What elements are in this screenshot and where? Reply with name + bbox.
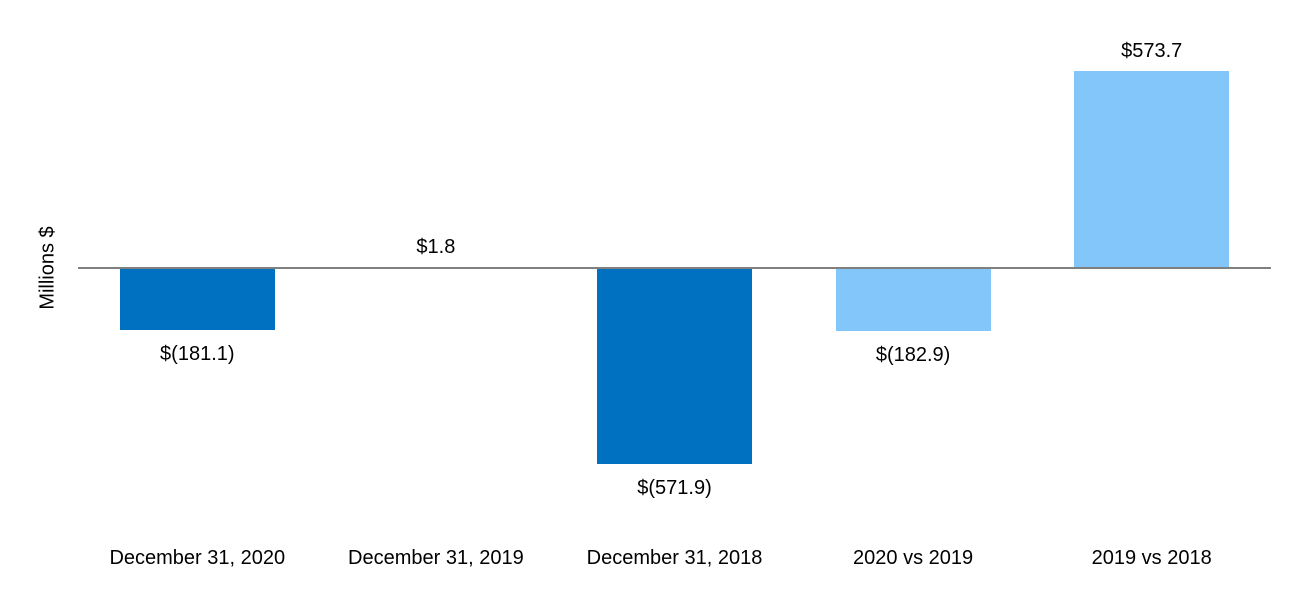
category-label-1: December 31, 2019 (348, 547, 524, 569)
value-label-2: $(571.9) (637, 477, 712, 500)
bar-4 (1074, 70, 1230, 268)
baseline-axis (78, 267, 1271, 269)
bar-2 (597, 268, 752, 465)
category-label-0: December 31, 2020 (109, 547, 286, 569)
value-label-1: $1.8 (416, 236, 456, 259)
value-label-3: $(182.9) (875, 343, 951, 366)
bar-0 (119, 268, 275, 331)
category-label-3: 2020 vs 2019 (853, 547, 974, 569)
category-label-4: 2019 vs 2018 (1091, 547, 1212, 569)
value-label-4: $573.7 (1121, 39, 1183, 62)
value-label-0: $(181.1) (160, 343, 235, 366)
bar-3 (835, 268, 991, 331)
category-label-2: December 31, 2018 (586, 547, 763, 569)
y-axis-label: Millions $ (36, 226, 59, 310)
